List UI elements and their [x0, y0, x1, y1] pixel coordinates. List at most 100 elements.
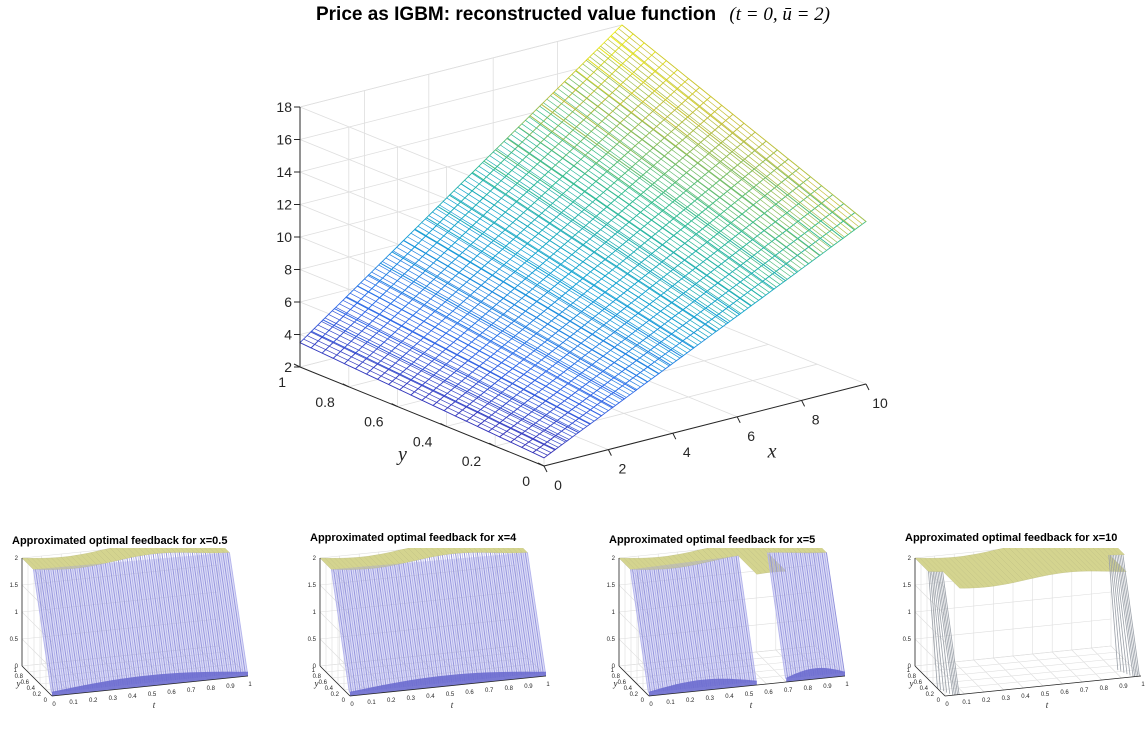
switch-wall-line	[1122, 554, 1140, 677]
t-tick-label: 0.5	[1041, 692, 1050, 698]
surface-mesh-line	[410, 232, 656, 377]
top-plateau-cell	[463, 548, 474, 553]
t-tick-label: 1	[546, 682, 550, 688]
switch-wall-line	[63, 569, 83, 690]
surface-mesh-line	[464, 179, 709, 338]
surface-mesh-line	[539, 105, 784, 283]
switch-wall-line	[428, 557, 448, 683]
switch-wall-line	[39, 569, 59, 693]
y-axis-line	[618, 665, 650, 697]
switch-wall-line	[505, 552, 525, 675]
switch-wall-line	[461, 552, 481, 680]
y-tick-label: 0.2	[926, 692, 935, 698]
top-plateau-cell	[121, 548, 137, 558]
top-plateau-cell	[782, 548, 793, 553]
switch-wall-line	[109, 562, 129, 685]
switch-wall-line	[78, 567, 98, 689]
switch-wall-line	[782, 552, 802, 678]
surface-mesh-line	[367, 275, 613, 409]
switch-wall-line	[50, 569, 70, 691]
top-plateau-cell	[170, 548, 181, 553]
main-chart-title: Price as IGBM: reconstructed value funct…	[0, 4, 1146, 26]
switch-wall-fill	[630, 555, 757, 693]
switch-wall-line	[662, 569, 682, 690]
switch-wall-line	[437, 555, 457, 682]
switch-wall-line	[144, 555, 163, 682]
y-tick-label: 0.6	[319, 680, 328, 686]
y-axis-line	[319, 665, 351, 697]
switch-wall-line	[817, 552, 837, 674]
surface-mesh-line	[346, 296, 591, 425]
switch-wall-line	[701, 563, 720, 686]
surface-mesh-line	[507, 137, 752, 306]
switch-wall-line	[372, 568, 392, 689]
switch-wall-line	[113, 561, 133, 685]
switch-wall-line	[357, 569, 376, 691]
t-tick-label: 0.3	[706, 696, 715, 702]
top-plateau-cell	[115, 548, 132, 559]
y-tick-mark	[342, 383, 350, 388]
feedback-plot-x10: 0 0.1 0.2 0.3 0.4 0.5 0.6 0.7 0.8 0.9 100.20.40.60…	[903, 548, 1145, 710]
top-plateau-cell	[787, 548, 798, 553]
z-tick-label: 1	[612, 610, 616, 616]
switch-wall-line	[468, 552, 488, 679]
top-plateau-cell	[741, 548, 772, 573]
t-axis-label: t	[750, 700, 753, 710]
switch-wall-line	[72, 568, 92, 689]
switch-wall-line	[804, 552, 824, 675]
switch-wall-line	[115, 560, 135, 685]
z-tick-label: 0.5	[308, 637, 317, 643]
switch-wall-line	[673, 568, 692, 689]
x-tick-label: 6	[747, 428, 755, 444]
z-tick-label: 0.5	[607, 637, 616, 643]
switch-wall-line	[141, 555, 161, 682]
top-plateau-cell	[1112, 548, 1125, 555]
switch-wall-line	[1109, 555, 1122, 672]
feedback-title-x5: Approximated optimal feedback for x=5	[609, 534, 816, 546]
t-tick-label: 0.7	[1080, 688, 1089, 694]
switch-wall-line	[507, 552, 527, 675]
switch-wall-line	[104, 563, 124, 686]
switch-wall-line	[211, 552, 231, 675]
switch-wall-line	[43, 569, 63, 692]
bottom-floor-region	[52, 671, 248, 696]
switch-wall-line	[35, 569, 55, 693]
floor-gridline	[1032, 653, 1063, 685]
switch-wall-line	[450, 553, 470, 681]
switch-wall-line	[812, 552, 832, 675]
switch-wall-line	[163, 552, 183, 680]
y-tick-label: 0.8	[313, 674, 322, 680]
switch-wall-line	[791, 552, 811, 677]
t-tick-label: 0.4	[725, 694, 734, 700]
switch-wall-line	[696, 564, 716, 686]
switch-wall-line	[666, 568, 686, 690]
switch-wall-line	[32, 569, 52, 693]
t-tick-label: 0.8	[1100, 686, 1109, 692]
top-plateau-cell	[1058, 548, 1088, 572]
switch-wall-fill	[331, 552, 546, 693]
switch-wall-line	[439, 555, 459, 682]
surface-mesh-line	[421, 222, 666, 369]
t-tick-label: 0.3	[1002, 696, 1011, 702]
switch-wall-line	[433, 556, 453, 683]
switch-wall-line	[636, 569, 656, 693]
surface-mesh-line	[553, 91, 799, 272]
switch-wall-line	[679, 567, 699, 688]
switch-wall-line	[1114, 554, 1131, 676]
switch-wall-line	[511, 552, 531, 675]
switch-wall-line	[452, 553, 472, 681]
surface-mesh-line	[471, 172, 716, 333]
switch-wall-line	[1120, 554, 1139, 677]
floor-gridline	[1110, 645, 1142, 677]
top-plateau-cell	[1002, 548, 1039, 579]
top-plateau-cell	[806, 548, 817, 554]
switch-wall-line	[821, 552, 841, 674]
switch-wall-line	[929, 571, 941, 690]
x-tick-mark	[607, 449, 612, 456]
switch-wall-line	[681, 567, 701, 688]
switch-wall-line	[89, 566, 109, 687]
z-tick-label: 10	[276, 229, 292, 245]
switch-wall-line	[191, 552, 211, 677]
t-tick-label: 0.8	[207, 686, 216, 692]
